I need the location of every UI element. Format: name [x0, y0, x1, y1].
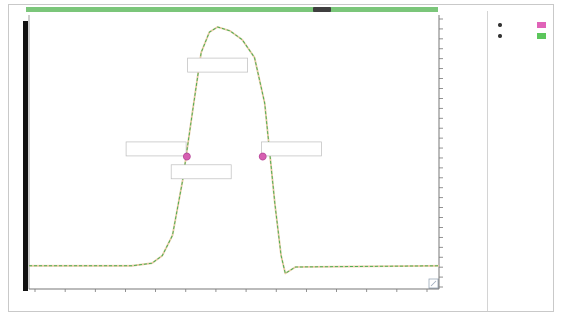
- data-marker[interactable]: [182, 152, 191, 161]
- series-layer: [29, 26, 440, 275]
- series-line-1: [29, 26, 440, 274]
- annotation-box[interactable]: [261, 141, 322, 157]
- x-axis-ticks: [34, 289, 428, 292]
- panel-divider: [487, 11, 488, 311]
- chart-window: [8, 4, 554, 312]
- waveform-plot: [23, 7, 443, 292]
- legend-item[interactable]: [498, 19, 546, 30]
- legend-bullet-icon: [498, 33, 502, 38]
- legend-item[interactable]: [498, 30, 546, 41]
- marker-layer: [182, 152, 267, 161]
- y-axis-ticks: [439, 18, 443, 288]
- legend-bullet-icon: [498, 22, 502, 27]
- data-marker[interactable]: [258, 152, 267, 161]
- annotation-box[interactable]: [187, 57, 248, 73]
- top-scroll-bar[interactable]: [26, 7, 438, 12]
- annotation-box[interactable]: [125, 141, 187, 157]
- left-vertical-bar[interactable]: [23, 21, 28, 291]
- annotation-layer: [125, 57, 322, 180]
- legend-swatch: [537, 21, 546, 28]
- top-scroll-thumb[interactable]: [313, 7, 331, 12]
- annotation-box[interactable]: [170, 164, 232, 180]
- legend: [498, 19, 546, 41]
- zoom-corner-icon[interactable]: [428, 278, 439, 289]
- legend-swatch: [537, 32, 546, 39]
